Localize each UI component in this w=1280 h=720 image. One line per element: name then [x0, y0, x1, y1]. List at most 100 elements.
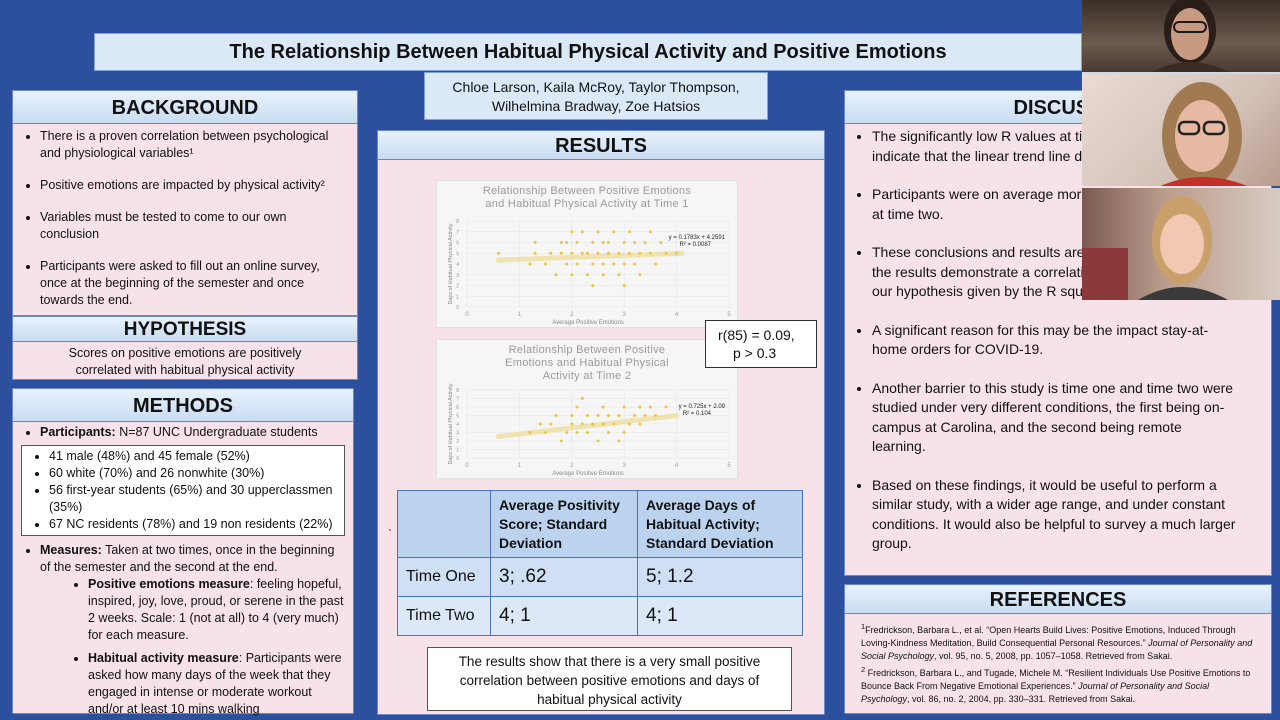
- chart-2-data-point: [617, 439, 621, 443]
- chart-2-data-point: [559, 439, 563, 443]
- chart-1-data-point: [570, 273, 574, 277]
- ref-2-text: Fredrickson, Barbara L., and Tugade, Mic…: [861, 668, 1251, 691]
- chart-1-svg: 0 1 2 3 4 5 0 1 2 3 4 5 6 7 8 Average Positive Emotions…: [448, 219, 731, 326]
- measures-list: Measures: Taken at two times, once in th…: [13, 536, 353, 718]
- chart-2-data-point: [622, 405, 626, 409]
- chart-2-x-tick-label: 4: [675, 463, 679, 469]
- ref-1-journal: Journal of Personality and Social Psycho…: [861, 638, 1253, 661]
- chart-2-data-point: [648, 405, 652, 409]
- chart-1-data-point: [533, 251, 537, 255]
- chart-2-data-point: [580, 422, 584, 426]
- chart-2-data-point: [554, 414, 558, 417]
- habitual-activity-measure: Habitual activity measure: Participants …: [88, 644, 345, 718]
- stat-line-1: r(85) = 0.09,: [718, 327, 795, 343]
- table-cell: 4; 1: [637, 596, 803, 636]
- chart-1-y-tick-label: 0: [456, 305, 459, 311]
- background-list: There is a proven correlation between ps…: [13, 124, 357, 309]
- video-tile-participant-3[interactable]: [1082, 188, 1280, 300]
- chart-1-data-point: [601, 262, 605, 266]
- measures-item: Measures: Taken at two times, once in th…: [40, 542, 345, 718]
- chart-2-data-point: [575, 405, 579, 409]
- video-tile-participant-1[interactable]: [1082, 0, 1280, 72]
- table-header-activity: Average Days of Habitual Activity; Stand…: [637, 490, 803, 558]
- chart-2-data-point: [638, 405, 642, 409]
- references-heading: REFERENCES: [844, 584, 1272, 614]
- chart-1-x-tick-label: 2: [570, 312, 574, 318]
- hypothesis-panel: HYPOTHESIS Scores on positive emotions a…: [12, 316, 358, 380]
- chart-1-y-tick-label: 3: [456, 273, 459, 279]
- chart-1-y-tick-label: 7: [456, 230, 459, 236]
- poster-title: The Relationship Between Habitual Physic…: [94, 33, 1082, 71]
- discussion-item: A significant reason for this may be the…: [872, 321, 1237, 360]
- demographics-box: 41 male (48%) and 45 female (52%) 60 whi…: [21, 445, 345, 536]
- background-panel: BACKGROUND There is a proven correlation…: [12, 90, 358, 316]
- chart-1-data-point: [559, 251, 563, 255]
- methods-list: Participants: N=87 UNC Undergraduate stu…: [13, 422, 353, 441]
- chart-2-data-point: [627, 422, 631, 426]
- chart-2-data-point: [606, 431, 610, 434]
- chart-2-data-point: [633, 414, 637, 417]
- chart-1-data-point: [580, 230, 584, 234]
- chart-2-data-point: [664, 405, 668, 409]
- participant-2-silhouette-icon: [1160, 82, 1248, 186]
- chart-2-r-squared: R² = 0.104: [683, 411, 712, 417]
- table-header-positivity: Average Positivity Score; Standard Devia…: [490, 490, 638, 558]
- chart-2-svg: 0 1 2 3 4 5 0 1 2 3 4 5 6 7 8 Average Positive Emotions…: [448, 383, 731, 477]
- chart-2-data-point: [580, 397, 584, 400]
- video-tile-participant-2[interactable]: [1082, 72, 1280, 186]
- methods-panel: METHODS Participants: N=87 UNC Undergrad…: [12, 388, 354, 716]
- correlation-stat-box: r(85) = 0.09, p > 0.3: [705, 320, 817, 368]
- chart-2-data-point: [601, 422, 605, 426]
- demographic-item: 67 NC residents (78%) and 19 non residen…: [49, 516, 340, 533]
- chart-1-data-point: [659, 241, 663, 244]
- ref-1-text: Fredrickson, Barbara L., et al. “Open He…: [861, 625, 1236, 648]
- hypothesis-heading: HYPOTHESIS: [12, 316, 358, 342]
- demographic-item: 56 first-year students (65%) and 30 uppe…: [49, 482, 340, 516]
- measures-sublist: Positive emotions measure: feeling hopef…: [40, 576, 345, 718]
- measures-label: Measures:: [40, 543, 102, 557]
- chart-2-x-axis-label: Average Positive Emotions: [552, 471, 624, 477]
- chart-1-data-point: [570, 251, 574, 255]
- table-cell: 5; 1.2: [637, 557, 803, 597]
- chart-1-y-tick-label: 6: [456, 241, 459, 247]
- chart-1-x-tick-label: 0: [465, 312, 469, 318]
- chart-1-title-line-2: and Habitual Physical Activity at Time 1: [485, 198, 689, 210]
- chart-2-y-tick-label: 8: [456, 388, 459, 394]
- chart-1-data-point: [580, 251, 584, 255]
- chart-1-data-point: [617, 251, 621, 255]
- ha-label: Habitual activity measure: [88, 651, 239, 665]
- chart-1-data-point: [528, 262, 532, 266]
- stat-line-2: p > 0.3: [733, 345, 777, 361]
- chart-1-data-point: [496, 251, 500, 255]
- chart-2-data-point: [643, 414, 647, 417]
- chart-1-data-point: [596, 230, 600, 234]
- ref-1-details: , vol. 95, no. 5, 2008, pp. 1057–1058. R…: [934, 651, 1173, 661]
- participants-text: N=87 UNC Undergraduate students: [115, 425, 318, 439]
- ref-2-details: , vol. 86, no. 2, 2004, pp. 330–331. Ret…: [907, 694, 1136, 704]
- results-table: Average Positivity Score; Standard Devia…: [397, 490, 803, 636]
- chart-1-data-point: [654, 262, 658, 266]
- chart-2-title-line-3: Activity at Time 2: [542, 370, 632, 382]
- background-heading: BACKGROUND: [12, 90, 358, 124]
- chart-1-data-point: [544, 262, 548, 266]
- chart-1-data-point: [638, 273, 642, 277]
- reference-2: 2 Fredrickson, Barbara L., and Tugade, M…: [845, 663, 1271, 706]
- chart-1-data-point: [591, 241, 595, 244]
- chart-2-data-point: [638, 422, 642, 426]
- chart-1-data-point: [627, 251, 631, 255]
- chart-1-data-point: [622, 262, 626, 266]
- chart-2-y-tick-label: 1: [456, 448, 459, 454]
- chart-1-data-point: [586, 273, 590, 277]
- chart-2-title-line-1: Relationship Between Positive: [508, 344, 666, 356]
- chart-2-y-tick-label: 6: [456, 405, 459, 411]
- chart-1-y-tick-label: 1: [456, 294, 459, 300]
- background-item: Participants were asked to fill out an o…: [40, 258, 343, 309]
- chart-2-x-tick-label: 1: [518, 463, 522, 469]
- chart-1-equation: y = 0.1783x + 4.2591: [669, 235, 726, 241]
- chart-1-title: Relationship Between Positive Emotions a…: [437, 181, 737, 211]
- chart-1-data-point: [591, 262, 595, 266]
- chart-1-title-line-1: Relationship Between Positive Emotions: [482, 185, 692, 197]
- hypothesis-text: Scores on positive emotions are positive…: [68, 346, 302, 377]
- chart-2-title-line-2: Emotions and Habitual Physical: [505, 357, 669, 369]
- table-row-label: Time Two: [397, 596, 491, 636]
